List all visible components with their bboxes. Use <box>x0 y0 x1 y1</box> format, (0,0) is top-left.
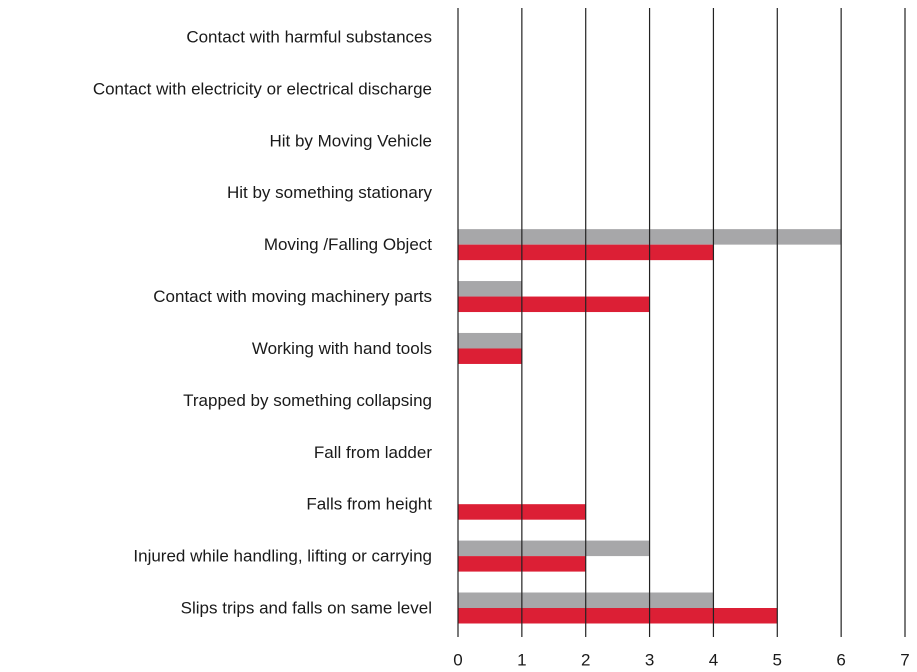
category-label: Fall from ladder <box>314 443 432 462</box>
x-tick-label: 7 <box>900 650 909 669</box>
x-tick-label: 1 <box>517 650 526 669</box>
category-label: Working with hand tools <box>252 339 432 358</box>
category-label: Trapped by something collapsing <box>183 391 432 410</box>
x-tick-label: 5 <box>773 650 782 669</box>
category-label: Injured while handling, lifting or carry… <box>133 547 432 566</box>
category-label: Contact with harmful substances <box>186 27 432 46</box>
bar <box>458 296 650 313</box>
x-tick-label: 0 <box>453 650 462 669</box>
category-label: Contact with electricity or electrical d… <box>93 79 432 98</box>
x-tick-label: 3 <box>645 650 654 669</box>
category-label: Falls from height <box>306 495 432 514</box>
bar <box>458 348 522 364</box>
bar <box>458 540 650 557</box>
bar <box>458 608 778 624</box>
x-tick-label: 4 <box>709 650 718 669</box>
x-tick-label: 2 <box>581 650 590 669</box>
category-label: Hit by something stationary <box>227 183 433 202</box>
category-label: Hit by Moving Vehicle <box>269 131 432 150</box>
category-label: Slips trips and falls on same level <box>181 598 432 617</box>
x-tick-label: 6 <box>836 650 845 669</box>
bar <box>458 281 522 297</box>
category-label: Contact with moving machinery parts <box>153 287 432 306</box>
category-label: Moving /Falling Object <box>264 235 432 254</box>
bar <box>458 332 522 349</box>
